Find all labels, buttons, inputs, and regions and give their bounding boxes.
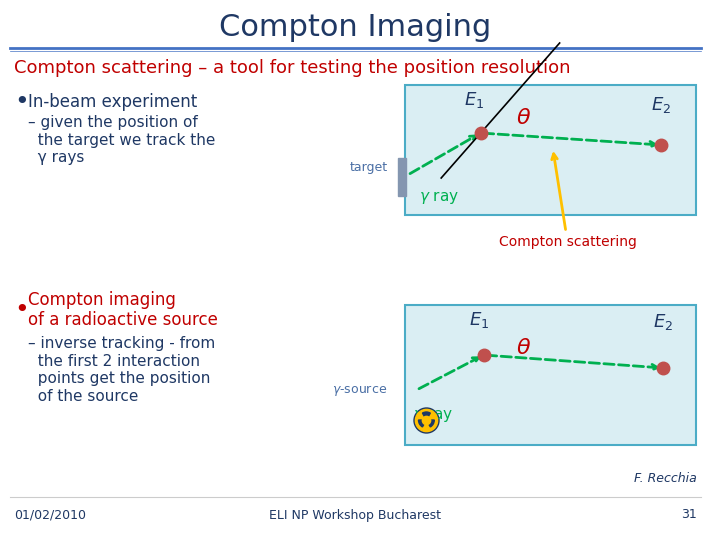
- Text: 01/02/2010: 01/02/2010: [14, 509, 86, 522]
- Text: target: target: [350, 161, 388, 174]
- Wedge shape: [418, 420, 425, 427]
- Text: $\theta$: $\theta$: [516, 338, 531, 358]
- FancyBboxPatch shape: [405, 85, 696, 215]
- Text: •: •: [14, 90, 29, 114]
- Text: – given the position of
  the target we track the
  γ rays: – given the position of the target we tr…: [27, 115, 215, 165]
- Text: $E_2$: $E_2$: [654, 312, 673, 332]
- Text: Compton scattering: Compton scattering: [498, 154, 636, 249]
- Text: •: •: [14, 298, 29, 322]
- Text: $\theta$: $\theta$: [516, 108, 531, 128]
- Text: F. Recchia: F. Recchia: [634, 471, 697, 484]
- Text: Compton Imaging: Compton Imaging: [219, 14, 492, 43]
- Text: In-beam experiment: In-beam experiment: [27, 93, 197, 111]
- Text: $\gamma$-source: $\gamma$-source: [332, 382, 387, 397]
- Text: $E_1$: $E_1$: [469, 310, 489, 330]
- Text: ELI NP Workshop Bucharest: ELI NP Workshop Bucharest: [269, 509, 441, 522]
- Text: 31: 31: [681, 509, 697, 522]
- Text: $E_2$: $E_2$: [652, 95, 672, 115]
- Text: $E_1$: $E_1$: [464, 90, 484, 110]
- Text: – inverse tracking - from
  the first 2 interaction
  points get the position
  : – inverse tracking - from the first 2 in…: [27, 336, 215, 403]
- Wedge shape: [423, 412, 431, 417]
- Text: Compton scattering – a tool for testing the position resolution: Compton scattering – a tool for testing …: [14, 59, 570, 77]
- Text: $\gamma$ ray: $\gamma$ ray: [413, 407, 453, 423]
- Text: $\gamma$ ray: $\gamma$ ray: [420, 188, 459, 206]
- Bar: [397, 158, 405, 196]
- Text: Compton imaging
of a radioactive source: Compton imaging of a radioactive source: [27, 291, 217, 329]
- FancyBboxPatch shape: [405, 305, 696, 445]
- Wedge shape: [428, 420, 434, 427]
